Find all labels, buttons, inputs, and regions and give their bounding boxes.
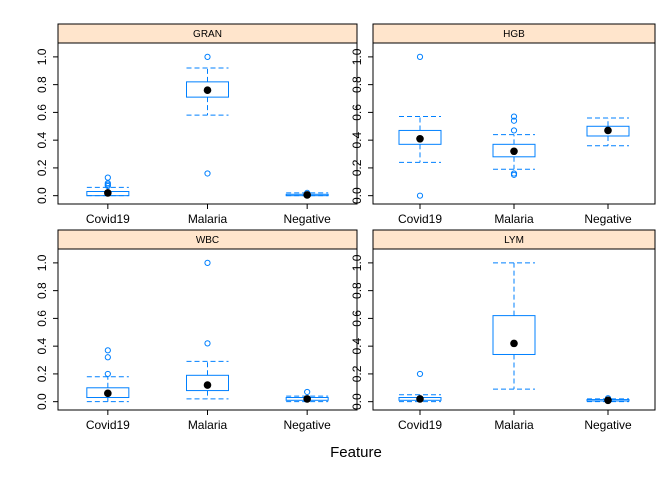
x-axis-label: Feature <box>330 444 382 461</box>
y-tick-label: 0.2 <box>350 365 364 382</box>
outlier-point <box>304 388 311 396</box>
outlier-point <box>416 53 424 60</box>
x-tick-label: Malaria <box>494 212 534 226</box>
median-dot <box>203 381 212 389</box>
box-negative <box>586 117 630 147</box>
y-tick-label: 0.6 <box>35 310 49 327</box>
box-malaria <box>186 53 229 177</box>
outlier-point <box>510 171 518 178</box>
panel-strip-title: GRAN <box>193 29 222 40</box>
box-covid19 <box>398 370 442 403</box>
outlier-point <box>204 170 211 177</box>
y-tick-label: 1.0 <box>350 254 364 271</box>
median-dot <box>604 126 612 135</box>
panel-plot-frame <box>57 42 358 205</box>
y-tick-label: 0.4 <box>35 337 49 354</box>
panel-strip-title: WBC <box>196 235 219 246</box>
iqr-box <box>186 374 229 392</box>
x-tick-label: Covid19 <box>86 418 130 432</box>
median-dot <box>510 147 518 156</box>
x-tick-label: Malaria <box>494 418 534 432</box>
median-dot <box>416 395 424 403</box>
outlier-point <box>104 354 111 361</box>
iqr-box <box>586 125 630 137</box>
y-tick-label: 0.2 <box>35 159 49 176</box>
y-tick-label: 0.8 <box>35 76 49 93</box>
y-tick-label: 0.8 <box>35 282 49 299</box>
box-covid19 <box>86 347 130 403</box>
y-tick-label: 0.8 <box>350 76 364 93</box>
median-dot <box>104 389 112 398</box>
y-tick-label: 0.0 <box>350 393 364 410</box>
y-tick-label: 1.0 <box>35 48 49 65</box>
x-tick-label: Negative <box>584 212 632 226</box>
y-tick-label: 0.8 <box>350 282 364 299</box>
outlier-point <box>510 113 518 120</box>
box-negative <box>285 189 329 199</box>
box-covid19 <box>86 174 130 197</box>
y-tick-label: 1.0 <box>350 48 364 65</box>
y-tick-label: 0.0 <box>35 187 49 204</box>
x-tick-label: Negative <box>283 418 331 432</box>
x-tick-label: Covid19 <box>86 212 130 226</box>
iqr-box <box>186 81 229 98</box>
iqr-box <box>492 143 536 158</box>
box-negative <box>586 395 630 405</box>
outlier-point <box>510 127 518 134</box>
y-tick-label: 0.4 <box>350 131 364 148</box>
median-dot <box>303 191 311 199</box>
panel-strip-title: HGB <box>503 29 525 40</box>
median-dot <box>416 134 424 143</box>
panel-lym: LYM 0.0 0.2 0.4 0.6 0.8 1.0 Covid19 Malaria Negat… <box>350 229 656 432</box>
box-malaria <box>492 113 536 178</box>
x-tick-label: Negative <box>283 212 331 226</box>
y-tick-label: 1.0 <box>35 254 49 271</box>
panel-hgb: HGB 0.0 0.2 0.4 0.6 0.8 1.0 Covid19 Malaria Negat… <box>350 23 656 226</box>
outlier-point <box>204 53 211 60</box>
outlier-point <box>204 259 211 266</box>
y-tick-label: 0.2 <box>350 159 364 176</box>
outlier-point <box>510 117 518 124</box>
outlier-point <box>104 370 111 378</box>
y-tick-label: 0.2 <box>35 365 49 382</box>
iqr-box <box>86 387 130 399</box>
panel-wbc: WBC 0.0 0.2 0.4 0.6 0.8 1.0 Covid19 Malaria Negat… <box>35 229 358 432</box>
iqr-box <box>398 129 442 145</box>
x-tick-label: Malaria <box>188 212 228 226</box>
y-tick-label: 0.6 <box>35 104 49 121</box>
box-malaria <box>186 259 229 400</box>
outlier-point <box>104 174 111 181</box>
x-tick-label: Negative <box>584 418 632 432</box>
box-covid19 <box>398 53 442 199</box>
y-tick-label: 0.0 <box>350 187 364 204</box>
median-dot <box>303 395 311 403</box>
y-tick-label: 0.4 <box>35 131 49 148</box>
y-tick-label: 0.4 <box>350 337 364 354</box>
x-tick-label: Covid19 <box>398 212 442 226</box>
panel-strip-title: LYM <box>504 235 524 246</box>
y-tick-label: 0.0 <box>35 393 49 410</box>
y-tick-label: 0.6 <box>350 104 364 121</box>
iqr-box <box>492 315 536 355</box>
median-dot <box>203 86 212 94</box>
x-tick-label: Covid19 <box>398 418 442 432</box>
outlier-point <box>104 347 111 354</box>
y-tick-label: 0.6 <box>350 310 364 327</box>
outlier-point <box>204 340 211 347</box>
x-tick-label: Malaria <box>188 418 228 432</box>
panel-gran: GRAN 0.0 0.2 0.4 0.6 0.8 1.0 Covid19 Malaria Nega… <box>35 23 358 226</box>
outlier-point <box>416 370 424 378</box>
box-negative <box>285 388 329 403</box>
panels-layer: GRAN 0.0 0.2 0.4 0.6 0.8 1.0 Covid19 Malaria Nega… <box>35 23 656 432</box>
median-dot <box>104 189 112 197</box>
box-malaria <box>492 262 536 390</box>
outlier-point <box>416 192 424 199</box>
median-dot <box>510 339 518 348</box>
median-dot <box>604 396 612 405</box>
